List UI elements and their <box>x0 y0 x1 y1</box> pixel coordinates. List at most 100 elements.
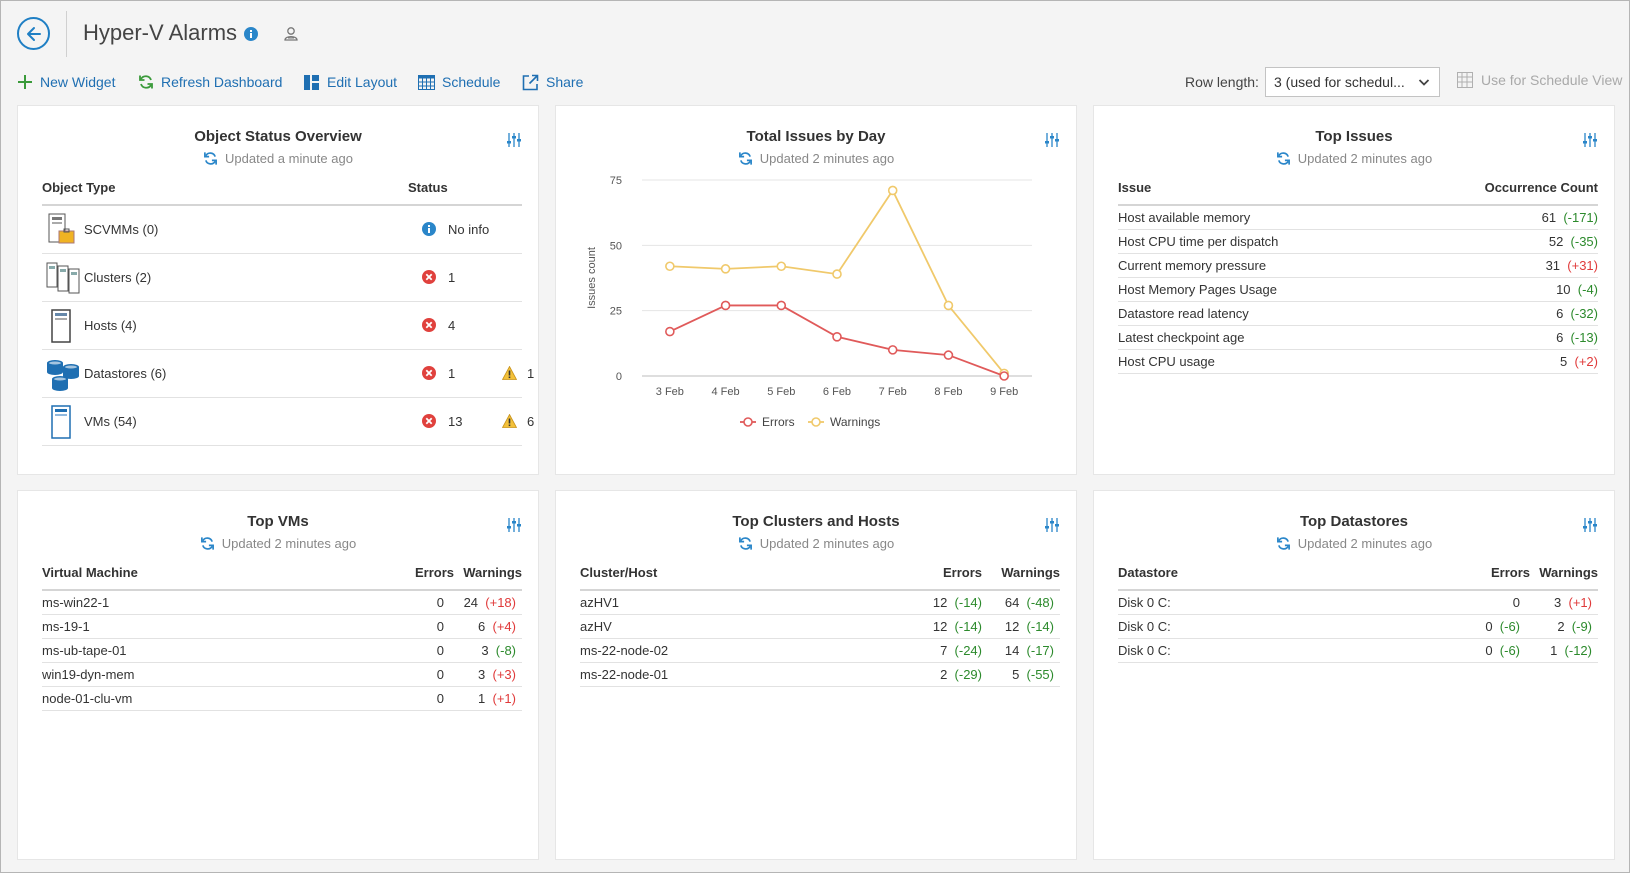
data-point-warnings[interactable] <box>720 264 731 274</box>
table-row[interactable]: SCVMMs (0) No info <box>42 206 522 254</box>
shared-users-icon[interactable] <box>282 25 300 46</box>
table-row[interactable]: ms-22-node-01 2 (-29) 5 (-55) <box>580 663 1060 687</box>
table-row[interactable]: Clusters (2) 1 <box>42 254 522 302</box>
data-point-errors[interactable] <box>665 326 675 337</box>
data-point-errors[interactable] <box>943 350 954 360</box>
errors-cell: 0 <box>437 643 444 658</box>
schedule-button[interactable]: Schedule <box>418 71 500 93</box>
table-row[interactable]: Host available memory 61 (-171) <box>1118 206 1598 230</box>
issue-name[interactable]: Latest checkpoint age <box>1118 330 1245 345</box>
issue-name[interactable]: Datastore read latency <box>1118 306 1249 321</box>
object-type-label[interactable]: VMs (54) <box>84 414 137 429</box>
refresh-icon[interactable] <box>738 151 753 166</box>
row-name[interactable]: node-01-clu-vm <box>42 691 133 706</box>
row-name[interactable]: azHV1 <box>580 595 620 610</box>
edit-layout-button[interactable]: Edit Layout <box>303 71 397 93</box>
table-row[interactable]: Datastore read latency 6 (-32) <box>1118 302 1598 326</box>
data-point-errors[interactable] <box>832 332 842 342</box>
col-issue: Issue <box>1118 180 1152 195</box>
table-row[interactable]: ms-19-1 0 6 (+4) <box>42 615 522 639</box>
row-name[interactable]: azHV <box>580 619 612 634</box>
row-name[interactable]: win19-dyn-mem <box>42 667 135 682</box>
row-name[interactable]: ms-22-node-02 <box>580 643 669 658</box>
table-row[interactable]: Current memory pressure 31 (+31) <box>1118 254 1598 278</box>
object-type-label[interactable]: SCVMMs (0) <box>84 222 159 237</box>
sliders-settings-icon[interactable] <box>1044 132 1060 151</box>
data-point-warnings[interactable] <box>665 261 675 272</box>
cluster-icon <box>46 261 80 298</box>
warnings-delta: (-17) <box>1026 643 1054 658</box>
table-row[interactable]: Disk 0 C: 0 (-6) 2 (-9) <box>1118 615 1598 639</box>
table-row[interactable]: Hosts (4) 4 <box>42 302 522 350</box>
back-button[interactable] <box>17 17 50 50</box>
legend-label-warnings[interactable]: Warnings <box>830 415 880 429</box>
warnings-delta: (+1) <box>1568 595 1592 610</box>
warnings-delta: (+1) <box>492 691 516 706</box>
table-row[interactable]: ms-22-node-02 7 (-24) 14 (-17) <box>580 639 1060 663</box>
warnings-cell: 1 (+1) <box>478 691 516 706</box>
row-name[interactable]: ms-ub-tape-01 <box>42 643 127 658</box>
refresh-icon[interactable] <box>200 536 215 551</box>
warnings-cell: 64 (-48) <box>1005 595 1054 610</box>
object-type-label[interactable]: Hosts (4) <box>84 318 137 333</box>
errors-cell: 7 (-24) <box>940 643 982 658</box>
data-point-errors[interactable] <box>887 345 898 355</box>
y-axis-label: Issues count <box>586 247 598 309</box>
refresh-icon[interactable] <box>1276 151 1291 166</box>
table-row[interactable]: win19-dyn-mem 0 3 (+3) <box>42 663 522 687</box>
table-row[interactable]: Datastores (6) 1 1 <box>42 350 534 398</box>
data-point-warnings[interactable] <box>832 269 842 279</box>
warnings-value: 3 <box>481 643 489 658</box>
top-clusters-hosts-widget: Top Clusters and Hosts Updated 2 minutes… <box>555 490 1077 860</box>
data-point-errors[interactable] <box>776 300 787 311</box>
table-row[interactable]: Host CPU usage 5 (+2) <box>1118 350 1598 374</box>
row-name[interactable]: Disk 0 C: <box>1118 595 1171 610</box>
data-point-warnings[interactable] <box>887 185 898 196</box>
arrow-left-icon <box>26 26 41 41</box>
table-row[interactable]: ms-ub-tape-01 0 3 (-8) <box>42 639 522 663</box>
refresh-dashboard-button[interactable]: Refresh Dashboard <box>138 71 282 93</box>
refresh-icon[interactable] <box>1276 536 1291 551</box>
share-button[interactable]: Share <box>522 71 583 93</box>
data-point-errors[interactable] <box>999 371 1009 381</box>
occurrence-cell: 31 (+31) <box>1546 258 1598 273</box>
table-row[interactable]: Host Memory Pages Usage 10 (-4) <box>1118 278 1598 302</box>
table-row[interactable]: ms-win22-1 0 24 (+18) <box>42 591 522 615</box>
sliders-settings-icon[interactable] <box>1582 517 1598 536</box>
table-row[interactable]: node-01-clu-vm 0 1 (+1) <box>42 687 522 711</box>
object-type-label[interactable]: Datastores (6) <box>84 366 167 381</box>
row-length-select[interactable]: 3 (used for schedul... <box>1265 67 1440 97</box>
legend-label-errors[interactable]: Errors <box>762 415 795 429</box>
issue-name[interactable]: Current memory pressure <box>1118 258 1267 273</box>
table-row[interactable]: VMs (54) 13 6 <box>42 398 534 446</box>
issue-name[interactable]: Host Memory Pages Usage <box>1118 282 1277 297</box>
row-name[interactable]: ms-22-node-01 <box>580 667 669 682</box>
table-row[interactable]: azHV 12 (-14) 12 (-14) <box>580 615 1060 639</box>
row-name[interactable]: Disk 0 C: <box>1118 643 1171 658</box>
refresh-icon[interactable] <box>203 151 218 166</box>
col-virtual-machine: Virtual Machine <box>42 565 138 580</box>
object-type-label[interactable]: Clusters (2) <box>84 270 152 285</box>
issue-name[interactable]: Host CPU usage <box>1118 354 1215 369</box>
row-name[interactable]: ms-19-1 <box>42 619 90 634</box>
data-point-warnings[interactable] <box>776 261 787 272</box>
info-icon[interactable] <box>244 27 258 44</box>
sliders-settings-icon[interactable] <box>506 517 522 536</box>
row-name[interactable]: Disk 0 C: <box>1118 619 1171 634</box>
table-row[interactable]: Disk 0 C: 0 3 (+1) <box>1118 591 1598 615</box>
data-point-errors[interactable] <box>720 300 731 311</box>
new-widget-button[interactable]: New Widget <box>17 71 115 93</box>
data-point-warnings[interactable] <box>943 300 954 311</box>
issue-name[interactable]: Host CPU time per dispatch <box>1118 234 1279 249</box>
sliders-settings-icon[interactable] <box>1582 132 1598 151</box>
table-row[interactable]: Disk 0 C: 0 (-6) 1 (-12) <box>1118 639 1598 663</box>
row-name[interactable]: ms-win22-1 <box>42 595 110 610</box>
table-row[interactable]: azHV1 12 (-14) 64 (-48) <box>580 591 1060 615</box>
refresh-icon[interactable] <box>738 536 753 551</box>
issue-name[interactable]: Host available memory <box>1118 210 1251 225</box>
sliders-settings-icon[interactable] <box>1044 517 1060 536</box>
sliders-settings-icon[interactable] <box>506 132 522 151</box>
use-for-schedule-view-button[interactable]: Use for Schedule View <box>1457 72 1622 88</box>
table-row[interactable]: Host CPU time per dispatch 52 (-35) <box>1118 230 1598 254</box>
table-row[interactable]: Latest checkpoint age 6 (-13) <box>1118 326 1598 350</box>
